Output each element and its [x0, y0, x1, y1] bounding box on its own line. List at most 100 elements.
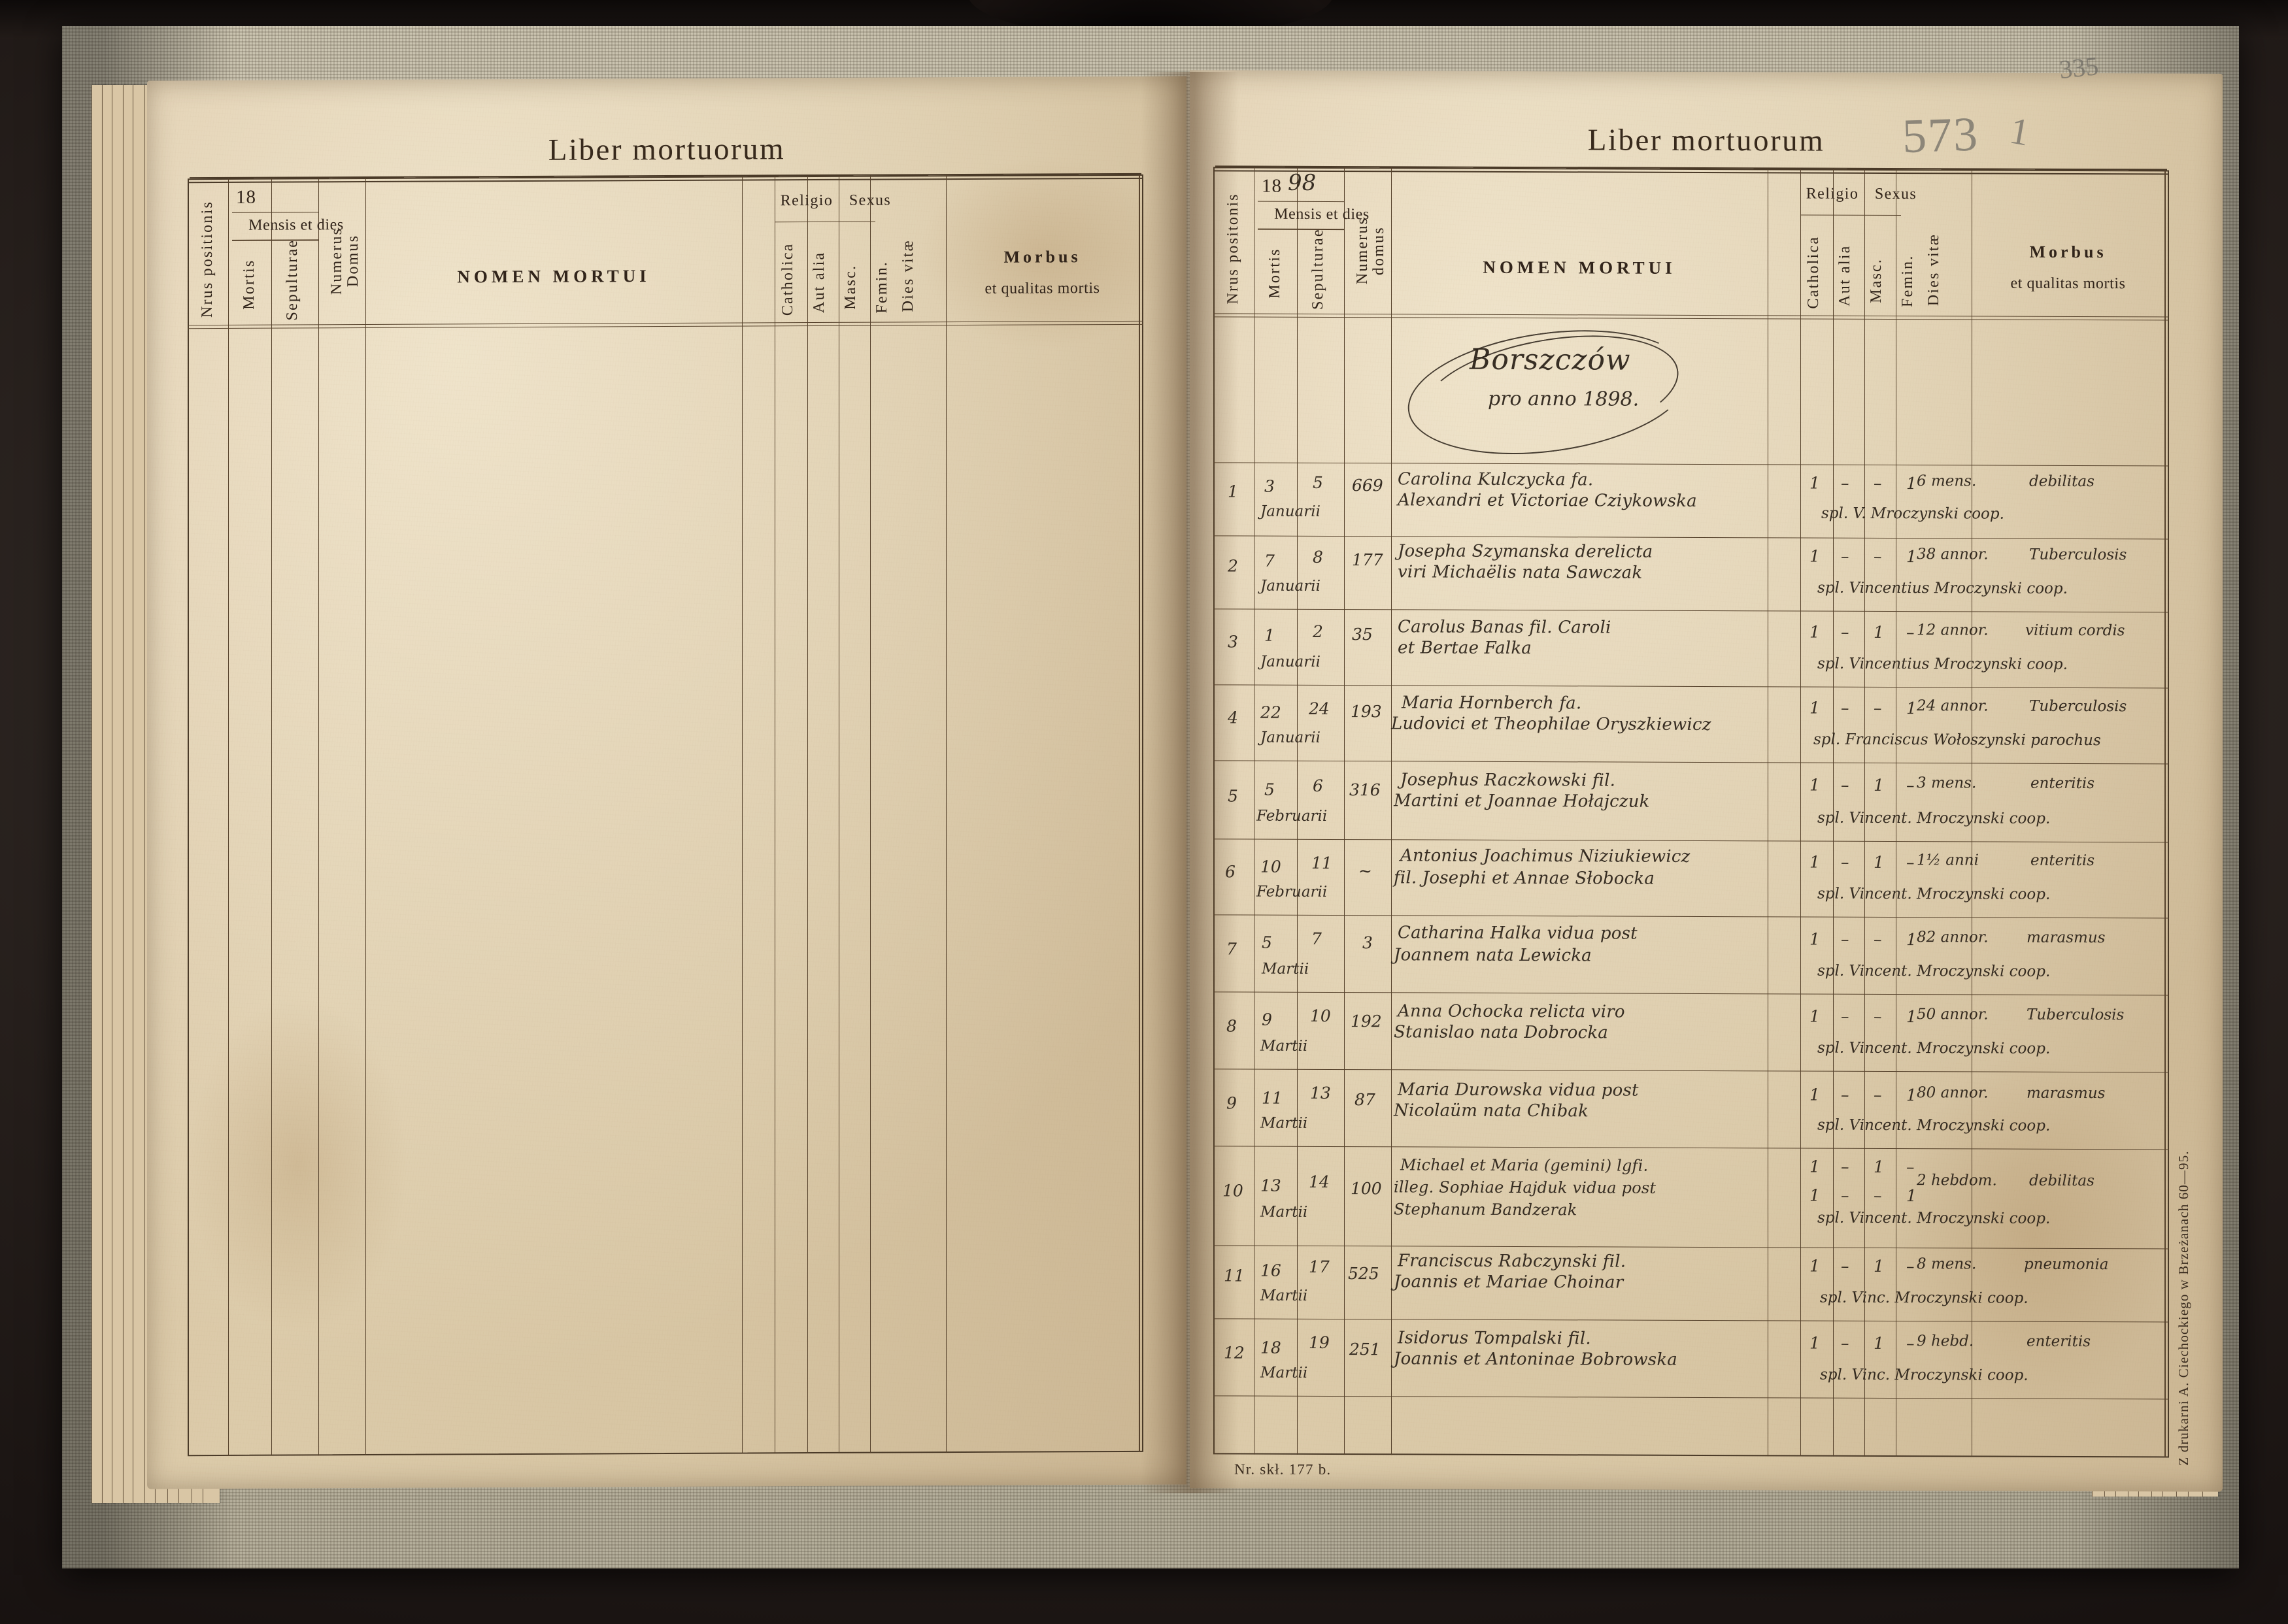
- row-11-sepulturae: 17: [1309, 1257, 1330, 1276]
- row-4-sepulturae: 24: [1309, 699, 1330, 718]
- r-header-mortis: Mortis: [1266, 248, 1283, 299]
- row-7-domus: 3: [1362, 933, 1373, 953]
- row-12-sepulturae: 19: [1309, 1333, 1330, 1352]
- row-11-mortis: 16: [1260, 1261, 1281, 1280]
- colrule-sepulturae-right: [318, 178, 319, 1456]
- row-5-morbus: enteritis: [2030, 774, 2095, 793]
- row-7-morbus: marasmus: [2027, 929, 2106, 947]
- row-10-mortis: 13: [1260, 1176, 1281, 1195]
- row-12-nomen-line1: Isidorus Tompalski fil.: [1398, 1328, 1591, 1349]
- row-10-aut-alia-twin: –: [1841, 1185, 1849, 1205]
- row-6-celebrans: spl. Vincent. Mroczynski coop.: [1817, 885, 2051, 903]
- header-catholica: Catholica: [779, 242, 796, 316]
- row-6-morbus: enteritis: [2030, 852, 2095, 870]
- row-9-mensis: Martii: [1260, 1114, 1308, 1132]
- row-12-mensis: Martii: [1260, 1364, 1308, 1382]
- r-header-aut-alia: Aut alia: [1836, 244, 1853, 307]
- left-table: Nrus positionis 18 Mensis et dies Mortis…: [188, 174, 1143, 1457]
- row-11-catholica: 1: [1809, 1256, 1820, 1276]
- row-4-femin: 1: [1906, 699, 1917, 718]
- header-dies-vitae: Dies vitæ: [900, 239, 917, 312]
- row-1-mortis: 3: [1264, 476, 1275, 496]
- row-11-morbus: pneumonia: [2024, 1255, 2109, 1274]
- row-5-mortis: 5: [1264, 780, 1275, 799]
- row-3-dies-vitae: 12 annor.: [1917, 621, 1989, 639]
- r-header-nrus-positionis: Nrus positonis: [1224, 193, 1241, 305]
- right-page-title: Liber mortuorum: [1587, 123, 1825, 158]
- row-12-dies-vitae: 9 hebd.: [1917, 1333, 1974, 1350]
- row-8-aut-alia: –: [1841, 1006, 1849, 1026]
- row-5-mensis: Februarii: [1256, 807, 1328, 825]
- row-6-nr: 6: [1225, 862, 1236, 882]
- row-7-aut-alia: –: [1841, 929, 1849, 949]
- handwritten-year: 98: [1288, 169, 1317, 196]
- row-11-domus: 525: [1348, 1264, 1379, 1284]
- row-5-nomen-line2: Martini et Joannae Hołajczuk: [1394, 791, 1650, 812]
- r-header-morbus: Morbus: [2029, 242, 2107, 262]
- row-9-domus: 87: [1354, 1090, 1375, 1110]
- row-3-celebrans: spl. Vincentius Mroczynski coop.: [1817, 655, 2068, 673]
- row-7-sepulturae: 7: [1311, 929, 1322, 948]
- row-9-dies-vitae: 80 annor.: [1917, 1084, 1989, 1102]
- row-8-femin: 1: [1906, 1007, 1917, 1027]
- row-11-femin: –: [1906, 1257, 1915, 1276]
- row-10-nomen-line1: Michael et Maria (gemini) lgfi.: [1400, 1155, 1649, 1175]
- row-9-masc: –: [1874, 1085, 1882, 1104]
- header-masc: Masc.: [842, 265, 859, 310]
- row-2-masc: –: [1874, 546, 1882, 566]
- r-colrule-catholica-right: [1800, 169, 1801, 1457]
- row-12-domus: 251: [1349, 1340, 1381, 1359]
- r-header-sepulturae: Sepulturae: [1309, 228, 1326, 310]
- row-2-dies-vitae: 38 annor.: [1917, 546, 1989, 563]
- row-6-masc: 1: [1874, 852, 1884, 872]
- colrule-nomen-right: [742, 176, 743, 1454]
- row-4-masc: –: [1874, 698, 1882, 718]
- row-2-aut-alia: –: [1841, 546, 1849, 566]
- row-7-masc: –: [1874, 929, 1882, 949]
- r-colrule-domus-right: [1391, 167, 1392, 1455]
- row-1-nomen-line1: Carolina Kulczycka fa.: [1398, 469, 1594, 490]
- row-7-nomen-line2: Joannem nata Lewicka: [1394, 945, 1592, 966]
- row-2-mensis: Januarii: [1260, 577, 1321, 595]
- header-year-prefix: 18: [236, 186, 256, 208]
- row-3-nomen-line1: Carolus Banas fil. Caroli: [1398, 617, 1611, 638]
- row-10-nomen-line3: Stephanum Bandzerak: [1394, 1200, 1577, 1219]
- row-8-masc: –: [1874, 1006, 1882, 1026]
- row-2-morbus: Tuberculosis: [2029, 546, 2127, 564]
- r-header-et-qualitas-mortis: et qualitas mortis: [2010, 274, 2126, 293]
- row-11-nomen-line2: Joannis et Mariae Choinar: [1394, 1272, 1624, 1293]
- row-3-masc: 1: [1874, 622, 1884, 642]
- row-8-celebrans: spl. Vincent. Mroczynski coop.: [1817, 1039, 2051, 1057]
- right-page: Liber mortuorum 573 335 1 Nrus positonis…: [1190, 51, 2223, 1492]
- r-colrule-sepulturae-right: [1344, 167, 1345, 1455]
- row-3-aut-alia: –: [1841, 622, 1849, 642]
- row-6-catholica: 1: [1809, 852, 1820, 872]
- row-12-morbus: enteritis: [2027, 1333, 2091, 1351]
- row-11-masc: 1: [1874, 1256, 1884, 1276]
- header-morbus: Morbus: [1003, 247, 1081, 267]
- row-4-celebrans: spl. Franciscus Wołoszynski parochus: [1813, 731, 2101, 750]
- row-6-sepulturae: 11: [1311, 853, 1332, 873]
- row-5-aut-alia: –: [1841, 775, 1849, 795]
- row-3-catholica: 1: [1809, 622, 1820, 642]
- row-1-celebrans: spl. V. Mroczynski coop.: [1821, 505, 2004, 523]
- row-7-catholica: 1: [1809, 929, 1820, 949]
- row-1-catholica: 1: [1809, 473, 1820, 493]
- row-8-dies-vitae: 50 annor.: [1917, 1006, 1989, 1023]
- row-5-catholica: 1: [1809, 775, 1820, 795]
- row-6-domus: ~: [1358, 861, 1372, 881]
- row-10-domus: 100: [1351, 1179, 1382, 1199]
- row-7-dies-vitae: 82 annor.: [1917, 929, 1989, 946]
- row-8-morbus: Tuberculosis: [2027, 1006, 2125, 1024]
- row-6-dies-vitae: 1½ anni: [1917, 852, 1979, 869]
- row-2-femin: 1: [1906, 547, 1917, 567]
- row-9-aut-alia: –: [1841, 1085, 1849, 1104]
- header-et-qualitas-mortis: et qualitas mortis: [984, 280, 1100, 297]
- row-8-sepulturae: 10: [1310, 1006, 1331, 1025]
- sheet-number-footnote: Nr. skł. 177 b.: [1234, 1461, 1332, 1478]
- row-1-mensis: Januarii: [1260, 503, 1321, 520]
- row-11-celebrans: spl. Vinc. Mroczynski coop.: [1820, 1289, 2028, 1307]
- left-table-border: [188, 174, 1143, 1457]
- row-12-aut-alia: –: [1841, 1333, 1849, 1353]
- row-10-celebrans: spl. Vincent. Mroczynski coop.: [1817, 1209, 2051, 1227]
